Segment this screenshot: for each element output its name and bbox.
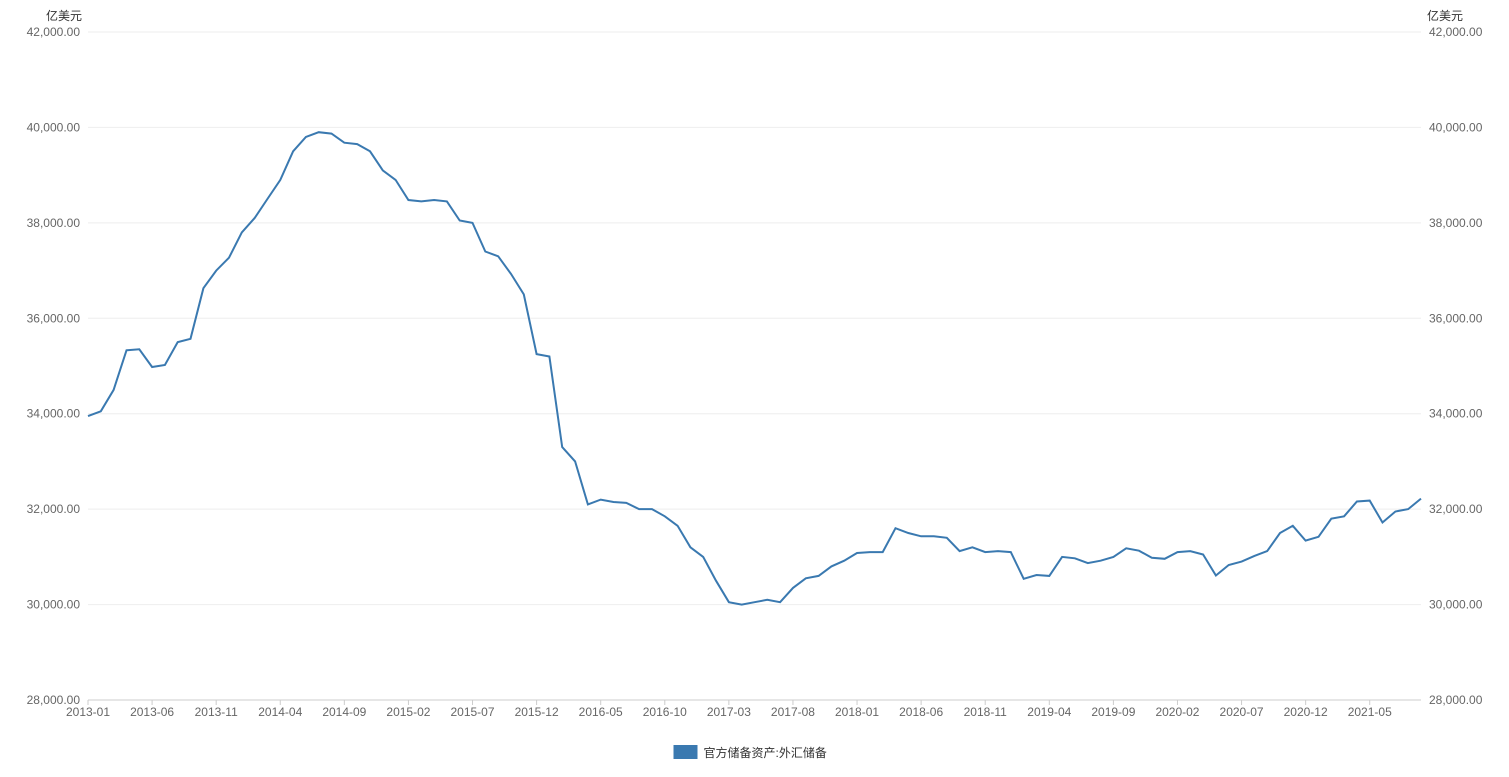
x-tick-label: 2013-06 <box>130 705 174 719</box>
y-axis-title-right: 亿美元 <box>1427 8 1463 23</box>
y-tick-label-right: 42,000.00 <box>1429 25 1483 39</box>
y-tick-label-right: 28,000.00 <box>1429 693 1483 707</box>
x-tick-label: 2015-07 <box>450 705 494 719</box>
x-tick-label: 2018-01 <box>835 705 879 719</box>
x-tick-label: 2016-10 <box>643 705 687 719</box>
x-tick-label: 2013-11 <box>195 705 238 719</box>
legend-label: 官方储备资产:外汇储备 <box>704 745 827 760</box>
chart-container: 28,000.0028,000.0030,000.0030,000.0032,0… <box>0 0 1509 777</box>
y-tick-label-left: 36,000.00 <box>27 311 81 325</box>
x-tick-label: 2020-02 <box>1155 705 1199 719</box>
x-tick-label: 2014-04 <box>258 705 302 719</box>
y-tick-label-right: 32,000.00 <box>1429 502 1483 516</box>
x-tick-label: 2019-09 <box>1091 705 1135 719</box>
x-tick-label: 2020-07 <box>1220 705 1264 719</box>
y-tick-label-left: 32,000.00 <box>27 502 81 516</box>
legend-swatch <box>674 745 698 759</box>
y-tick-label-right: 38,000.00 <box>1429 216 1483 230</box>
x-tick-label: 2018-11 <box>964 705 1007 719</box>
x-tick-label: 2015-12 <box>515 705 559 719</box>
y-tick-label-right: 40,000.00 <box>1429 120 1483 134</box>
x-tick-label: 2014-09 <box>322 705 366 719</box>
y-axis-title-left: 亿美元 <box>46 8 82 23</box>
x-tick-label: 2017-03 <box>707 705 751 719</box>
x-tick-label: 2021-05 <box>1348 705 1392 719</box>
x-tick-label: 2017-08 <box>771 705 815 719</box>
y-tick-label-left: 34,000.00 <box>27 407 81 421</box>
y-tick-label-left: 30,000.00 <box>27 598 81 612</box>
x-tick-label: 2020-12 <box>1284 705 1328 719</box>
y-tick-label-left: 38,000.00 <box>27 216 81 230</box>
y-tick-label-left: 42,000.00 <box>27 25 81 39</box>
x-tick-label: 2016-05 <box>579 705 623 719</box>
x-tick-label: 2013-01 <box>66 705 110 719</box>
x-tick-label: 2019-04 <box>1027 705 1071 719</box>
y-tick-label-right: 30,000.00 <box>1429 598 1483 612</box>
x-tick-label: 2018-06 <box>899 705 943 719</box>
x-tick-label: 2015-02 <box>386 705 430 719</box>
y-tick-label-right: 34,000.00 <box>1429 407 1483 421</box>
y-tick-label-left: 40,000.00 <box>27 120 81 134</box>
y-tick-label-right: 36,000.00 <box>1429 311 1483 325</box>
line-chart: 28,000.0028,000.0030,000.0030,000.0032,0… <box>0 0 1509 777</box>
